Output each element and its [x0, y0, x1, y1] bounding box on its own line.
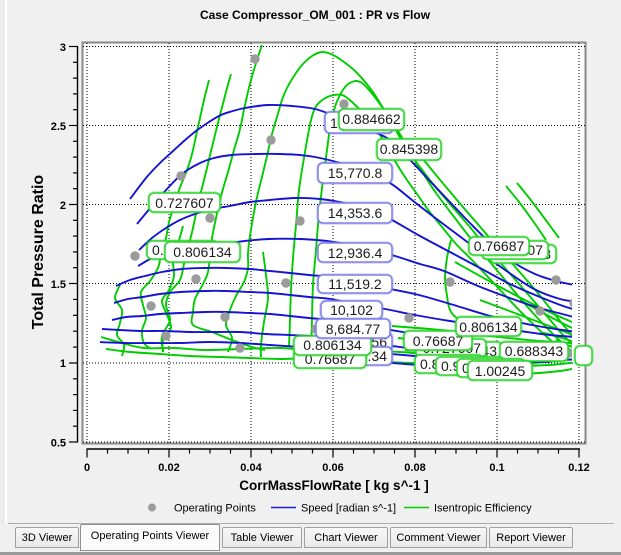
- svg-text:0.5: 0.5: [51, 438, 66, 450]
- svg-text:12,936.4: 12,936.4: [328, 245, 383, 261]
- svg-text:0.02: 0.02: [158, 462, 179, 474]
- svg-text:0.688343: 0.688343: [505, 343, 564, 359]
- svg-text:0.12: 0.12: [568, 462, 589, 474]
- svg-text:15,770.8: 15,770.8: [328, 165, 383, 181]
- svg-text:0.76687: 0.76687: [474, 238, 525, 254]
- svg-text:0.884662: 0.884662: [342, 111, 401, 127]
- svg-text:0.845398: 0.845398: [380, 141, 439, 157]
- svg-text:8,684.77: 8,684.77: [326, 321, 381, 337]
- svg-text:2: 2: [60, 200, 66, 212]
- svg-text:0.06: 0.06: [322, 462, 343, 474]
- svg-text:0.806134: 0.806134: [303, 337, 362, 353]
- svg-text:0: 0: [84, 462, 90, 474]
- svg-text:0.1: 0.1: [489, 462, 504, 474]
- svg-text:0.08: 0.08: [404, 462, 425, 474]
- svg-text:0.806134: 0.806134: [173, 244, 232, 260]
- svg-text:CorrMassFlowRate [ kg s^-1 ]: CorrMassFlowRate [ kg s^-1 ]: [239, 478, 428, 493]
- svg-text:2.5: 2.5: [51, 121, 66, 133]
- svg-text:11,519.2: 11,519.2: [328, 276, 382, 292]
- svg-text:Operating Points: Operating Points: [174, 503, 256, 515]
- svg-text:Total Pressure Ratio: Total Pressure Ratio: [30, 175, 47, 330]
- svg-text:0.806134: 0.806134: [459, 319, 518, 335]
- svg-text:0.04: 0.04: [240, 462, 262, 474]
- svg-text:Speed [radian s^-1]: Speed [radian s^-1]: [301, 503, 396, 515]
- svg-text:Case Compressor_OM_001 : PR vs: Case Compressor_OM_001 : PR vs Flow: [200, 8, 431, 22]
- svg-text:14,353.6: 14,353.6: [328, 205, 383, 221]
- svg-text:3: 3: [60, 42, 66, 54]
- svg-text:1.5: 1.5: [51, 279, 66, 291]
- svg-text:Isentropic Efficiency: Isentropic Efficiency: [434, 503, 532, 515]
- svg-text:1: 1: [60, 358, 66, 370]
- svg-text:0.727607: 0.727607: [155, 195, 214, 211]
- svg-text:10,102: 10,102: [330, 302, 373, 318]
- svg-text:0.76687: 0.76687: [413, 333, 464, 349]
- svg-text:1.00245: 1.00245: [475, 363, 526, 379]
